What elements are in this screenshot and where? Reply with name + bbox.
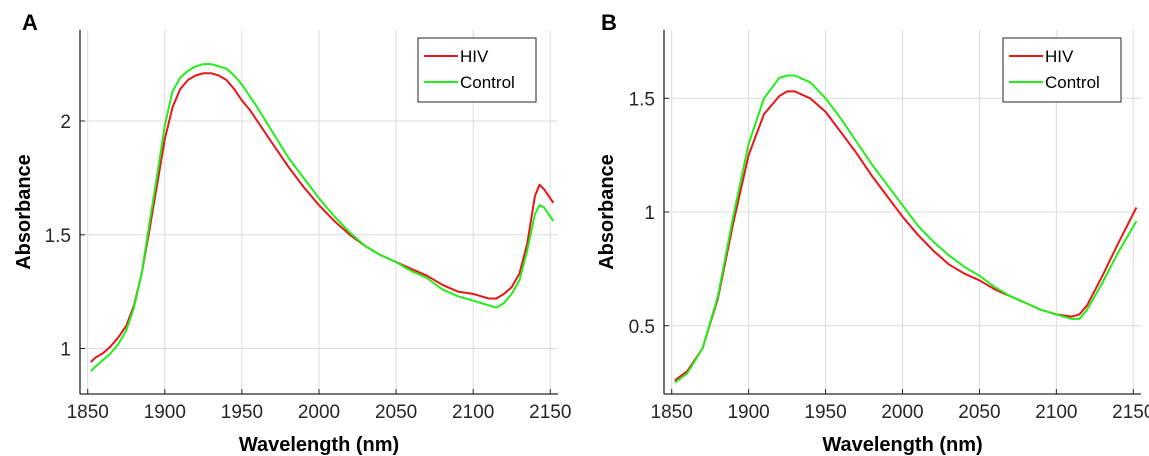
series-line-control bbox=[90, 63, 555, 373]
x-tick-label: 1850 bbox=[651, 402, 693, 423]
x-tick-label: 2000 bbox=[298, 402, 340, 423]
x-tick-label: 1950 bbox=[804, 402, 846, 423]
y-tick-label: 0.5 bbox=[629, 317, 655, 338]
legend-label-hiv: HIV bbox=[460, 47, 489, 66]
x-axis-label: Wavelength (nm) bbox=[822, 434, 982, 456]
legend-label-hiv: HIV bbox=[1045, 47, 1074, 66]
x-tick-label: 2150 bbox=[1112, 402, 1149, 423]
x-tick-label: 1950 bbox=[221, 402, 263, 423]
panel-letter: B bbox=[601, 10, 617, 35]
x-tick-label: 2000 bbox=[881, 402, 923, 423]
y-axis-label: Absorbance bbox=[596, 154, 618, 270]
x-tick-label: 1850 bbox=[67, 402, 109, 423]
y-tick-label: 2 bbox=[60, 112, 71, 133]
legend: HIV Control bbox=[417, 37, 537, 103]
series-line-hiv bbox=[90, 72, 555, 363]
x-tick-label: 2100 bbox=[1035, 402, 1077, 423]
y-tick-label: 1.5 bbox=[629, 89, 655, 110]
y-tick-label: 1.5 bbox=[45, 226, 71, 247]
y-tick-label: 1 bbox=[60, 340, 71, 361]
panel-letter: A bbox=[22, 10, 38, 35]
x-tick-label: 2050 bbox=[958, 402, 1000, 423]
x-axis-label: Wavelength (nm) bbox=[239, 434, 399, 456]
legend-label-control: Control bbox=[460, 73, 515, 92]
chart-panel-a: 1850 1900 1950 2000 2050 2100 2150 1 1.5 2 Wavelen… bbox=[13, 10, 571, 456]
series-line-control bbox=[674, 74, 1138, 384]
legend-box bbox=[417, 37, 537, 103]
legend-box bbox=[1002, 37, 1122, 103]
x-tick-label: 2150 bbox=[529, 402, 571, 423]
x-tick-label: 1900 bbox=[144, 402, 186, 423]
x-tick-label: 2050 bbox=[375, 402, 417, 423]
chart-panel-b: 1850 1900 1950 2000 2050 2100 2150 0.5 1 1.5 Wavel… bbox=[596, 10, 1149, 456]
legend: HIV Control bbox=[1002, 37, 1122, 103]
x-tick-label: 1900 bbox=[727, 402, 769, 423]
series-line-hiv bbox=[674, 90, 1138, 382]
y-tick-label: 1 bbox=[644, 203, 655, 224]
legend-label-control: Control bbox=[1045, 73, 1100, 92]
x-tick-label: 2100 bbox=[452, 402, 494, 423]
y-axis-label: Absorbance bbox=[13, 154, 35, 270]
